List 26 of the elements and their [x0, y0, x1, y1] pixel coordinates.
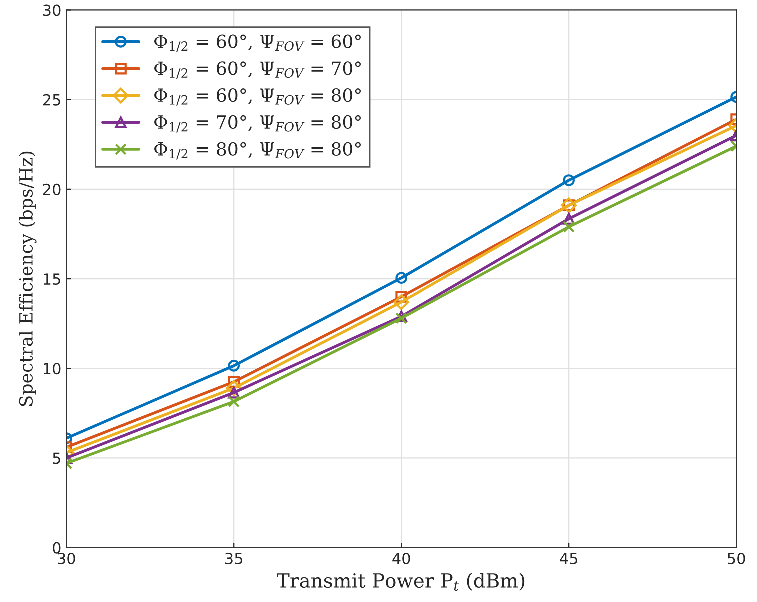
point: [228, 360, 240, 372]
x-tick-label: 45: [560, 553, 578, 565]
point: [563, 221, 575, 233]
y-tick-label: 20: [43, 184, 61, 196]
point: [563, 174, 575, 186]
legend-label: Φ$_{1/2}$ = 60°, Ψ$_{FOV}$ = 70°: [154, 62, 361, 80]
y-axis-title: Spectral Efficiency (bps/Hz): [19, 152, 37, 406]
y-tick-label: 15: [44, 274, 60, 286]
point: [226, 380, 242, 396]
x-tick-label: 40: [392, 552, 410, 565]
y-tick-label: 30: [43, 4, 61, 16]
point: [228, 396, 240, 408]
y-tick-label: 0: [53, 542, 61, 554]
x-axis-title: Transmit Power P$_{t}$ (dBm): [277, 573, 525, 592]
legend-label: Φ$_{1/2}$ = 60°, Ψ$_{FOV}$ = 60°: [154, 34, 361, 52]
x-tick-label: 35: [226, 552, 242, 565]
point: [396, 272, 408, 284]
y-tick-label: 5: [53, 452, 60, 464]
legend-label: Φ$_{1/2}$ = 60°, Ψ$_{FOV}$ = 80°: [154, 88, 361, 106]
legend-label: Φ$_{1/2}$ = 80°, Ψ$_{FOV}$ = 80°: [154, 142, 361, 160]
legend-label: Φ$_{1/2}$ = 70°, Ψ$_{FOV}$ = 80°: [154, 115, 361, 133]
x-tick-label: 50: [728, 552, 746, 565]
y-tick-label: 25: [43, 94, 60, 106]
point: [394, 294, 410, 310]
y-tick-label: 10: [44, 363, 61, 375]
point: [563, 213, 575, 225]
